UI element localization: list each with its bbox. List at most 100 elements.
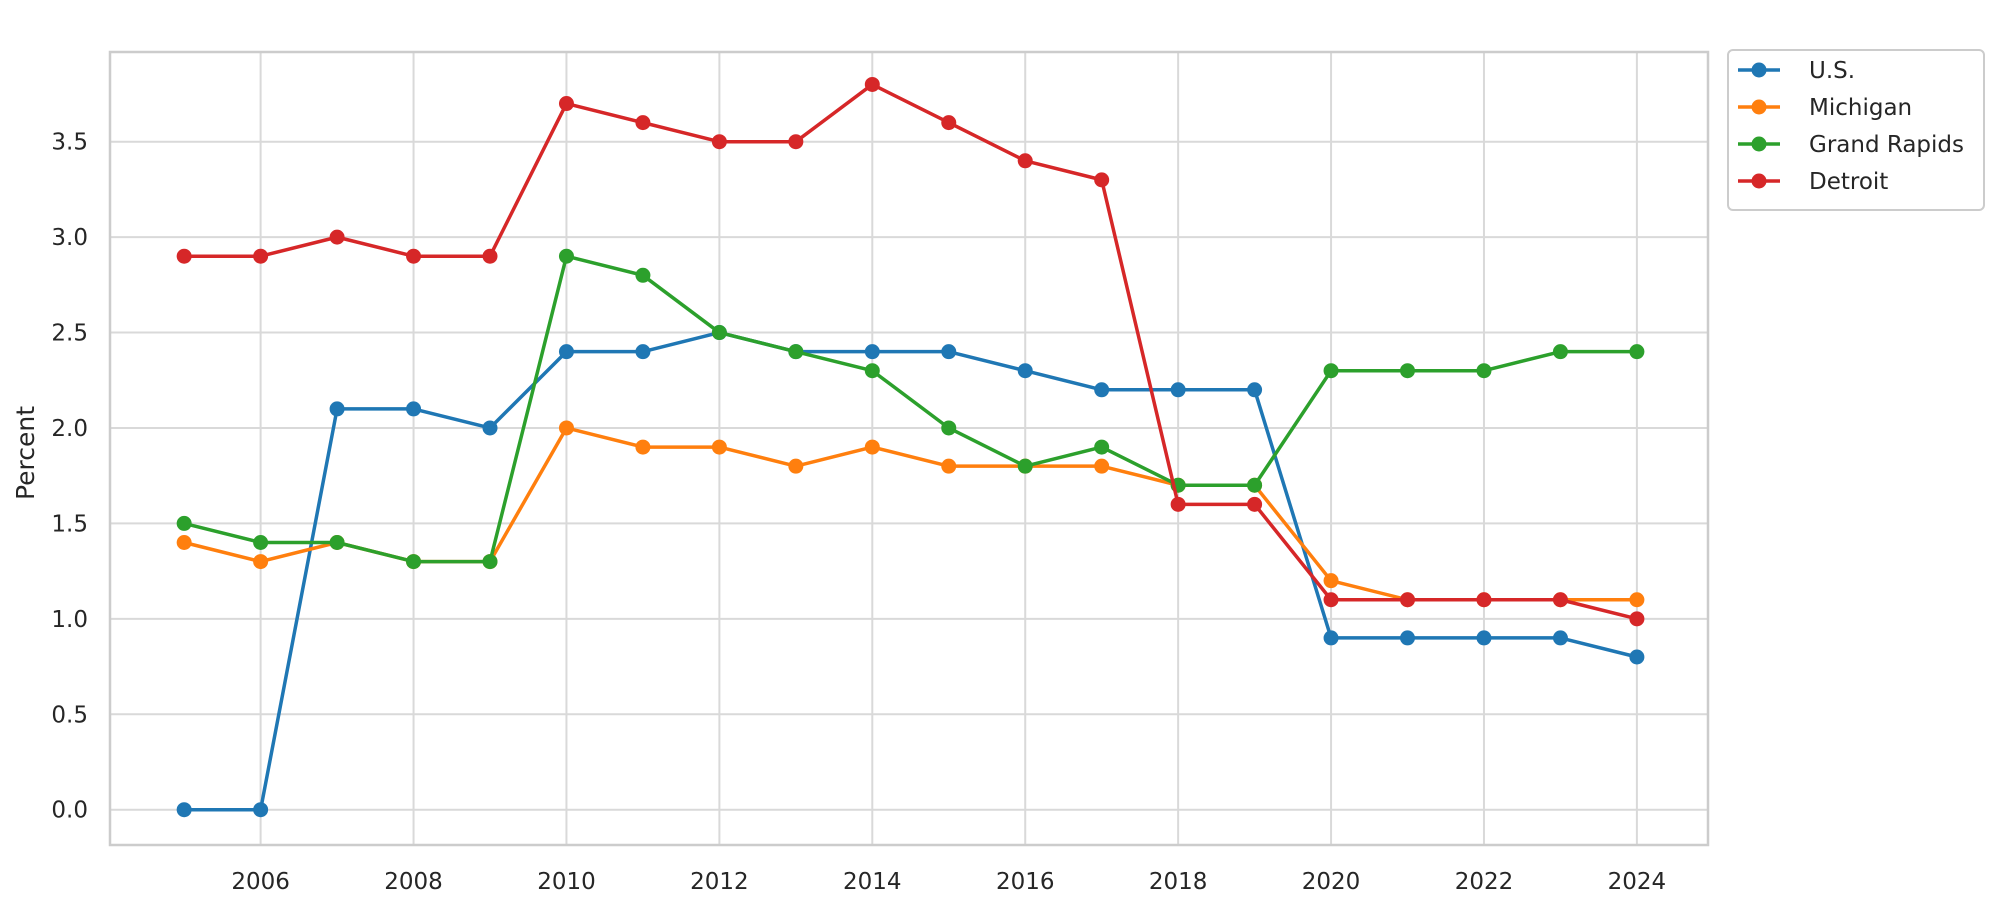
- series-line-detroit: [182, 82, 1639, 621]
- data-point-michigan: [941, 458, 957, 474]
- data-point-detroit: [1170, 496, 1186, 512]
- data-point-u-s: [941, 344, 957, 360]
- y-tick-label: 0.0: [51, 798, 88, 824]
- series-line-michigan: [182, 426, 1639, 602]
- data-point-detroit: [482, 248, 498, 264]
- legend-marker-michigan: [1751, 99, 1767, 115]
- data-point-grand-rapids: [1476, 363, 1492, 379]
- y-axis: 0.0 0.5 1.0 1.5 2.0 2.5 3.0 3.5: [51, 130, 88, 824]
- data-point-detroit: [558, 96, 574, 112]
- x-tick-label: 2016: [996, 869, 1055, 895]
- series-line-grand-rapids: [182, 254, 1639, 564]
- legend: U.S. Michigan Grand Rapids Detroit: [1727, 49, 1985, 211]
- series-group: [176, 76, 1645, 818]
- data-point-u-s: [1094, 382, 1110, 398]
- data-point-michigan: [711, 439, 727, 455]
- data-point-grand-rapids: [1094, 439, 1110, 455]
- data-point-michigan: [635, 439, 651, 455]
- data-point-grand-rapids: [253, 534, 269, 550]
- x-tick-label: 2018: [1149, 869, 1208, 895]
- data-point-michigan: [1094, 458, 1110, 474]
- data-point-detroit: [1629, 611, 1645, 627]
- data-point-detroit: [1400, 592, 1416, 608]
- y-tick-label: 2.0: [51, 416, 88, 442]
- x-axis: 2006 2008 2010 2012 2014 2016 2018 2020 2022 2024: [231, 869, 1666, 895]
- data-point-u-s: [558, 344, 574, 360]
- y-tick-label: 2.5: [51, 321, 88, 347]
- x-tick-label: 2010: [537, 869, 596, 895]
- data-point-u-s: [1400, 630, 1416, 646]
- data-point-detroit: [1247, 496, 1263, 512]
- plot-border: [108, 50, 1710, 847]
- data-point-grand-rapids: [941, 420, 957, 436]
- data-point-grand-rapids: [1552, 344, 1568, 360]
- data-point-grand-rapids: [1629, 344, 1645, 360]
- data-point-u-s: [1323, 630, 1339, 646]
- x-tick-label: 2024: [1608, 869, 1667, 895]
- legend-marker-grand-rapids: [1751, 136, 1767, 152]
- data-point-detroit: [1552, 592, 1568, 608]
- data-point-grand-rapids: [1247, 477, 1263, 493]
- data-point-michigan: [176, 534, 192, 550]
- x-tick-label: 2012: [690, 869, 749, 895]
- data-point-u-s: [329, 401, 345, 417]
- data-point-detroit: [941, 115, 957, 131]
- data-point-detroit: [329, 229, 345, 245]
- x-tick-label: 2022: [1455, 869, 1514, 895]
- data-point-u-s: [864, 344, 880, 360]
- data-point-michigan: [1629, 592, 1645, 608]
- data-point-grand-rapids: [176, 515, 192, 531]
- legend-label-detroit: Detroit: [1809, 169, 1888, 195]
- data-point-detroit: [711, 134, 727, 150]
- data-point-michigan: [1323, 573, 1339, 589]
- data-point-grand-rapids: [1400, 363, 1416, 379]
- data-point-detroit: [406, 248, 422, 264]
- y-tick-label: 0.5: [51, 702, 88, 728]
- data-point-michigan: [788, 458, 804, 474]
- data-point-detroit: [635, 115, 651, 131]
- legend-label-michigan: Michigan: [1809, 95, 1912, 121]
- data-point-michigan: [558, 420, 574, 436]
- legend-box: [1727, 49, 1985, 211]
- data-point-u-s: [1476, 630, 1492, 646]
- data-point-u-s: [253, 802, 269, 818]
- plot-frame: [108, 50, 1710, 847]
- data-point-grand-rapids: [864, 363, 880, 379]
- grid: [110, 52, 1708, 845]
- y-tick-label: 1.5: [51, 511, 88, 537]
- data-point-u-s: [482, 420, 498, 436]
- data-point-grand-rapids: [482, 554, 498, 570]
- data-point-detroit: [1476, 592, 1492, 608]
- x-tick-label: 2014: [843, 869, 902, 895]
- legend-label-grand-rapids: Grand Rapids: [1809, 132, 1964, 158]
- data-point-u-s: [1552, 630, 1568, 646]
- data-point-michigan: [864, 439, 880, 455]
- x-tick-label: 2020: [1302, 869, 1361, 895]
- data-point-detroit: [176, 248, 192, 264]
- data-point-detroit: [788, 134, 804, 150]
- y-tick-label: 1.0: [51, 607, 88, 633]
- data-point-grand-rapids: [788, 344, 804, 360]
- x-tick-label: 2006: [231, 869, 290, 895]
- data-point-detroit: [864, 76, 880, 92]
- legend-label-u-s: U.S.: [1809, 58, 1855, 84]
- legend-marker-detroit: [1751, 173, 1767, 189]
- data-point-detroit: [1323, 592, 1339, 608]
- data-point-u-s: [1247, 382, 1263, 398]
- y-axis-label: Percent: [11, 406, 40, 500]
- data-point-u-s: [1629, 649, 1645, 665]
- data-point-michigan: [253, 554, 269, 570]
- data-point-grand-rapids: [406, 554, 422, 570]
- data-point-u-s: [406, 401, 422, 417]
- data-point-u-s: [1170, 382, 1186, 398]
- y-tick-label: 3.5: [51, 130, 88, 156]
- y-tick-label: 3.0: [51, 225, 88, 251]
- data-point-grand-rapids: [635, 267, 651, 283]
- data-point-detroit: [1094, 172, 1110, 188]
- data-point-detroit: [253, 248, 269, 264]
- legend-marker-u-s: [1751, 62, 1767, 78]
- data-point-grand-rapids: [1323, 363, 1339, 379]
- data-point-u-s: [635, 344, 651, 360]
